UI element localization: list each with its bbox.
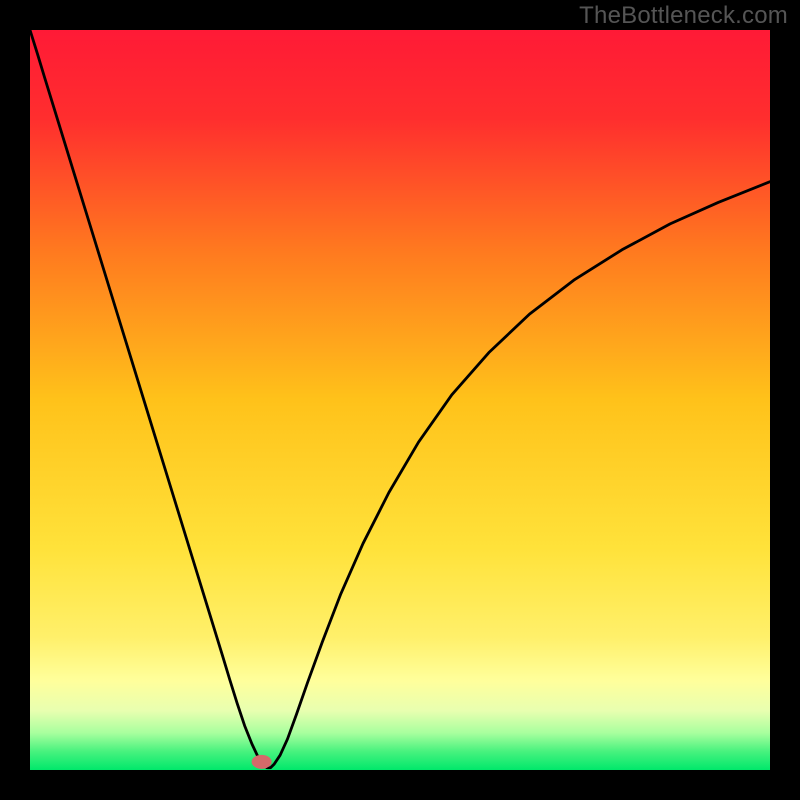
chart-stage: TheBottleneck.com (0, 0, 800, 800)
bottleneck-chart (0, 0, 800, 800)
chart-background (30, 30, 770, 770)
optimal-point-marker (252, 755, 272, 769)
watermark-text: TheBottleneck.com (579, 2, 788, 30)
